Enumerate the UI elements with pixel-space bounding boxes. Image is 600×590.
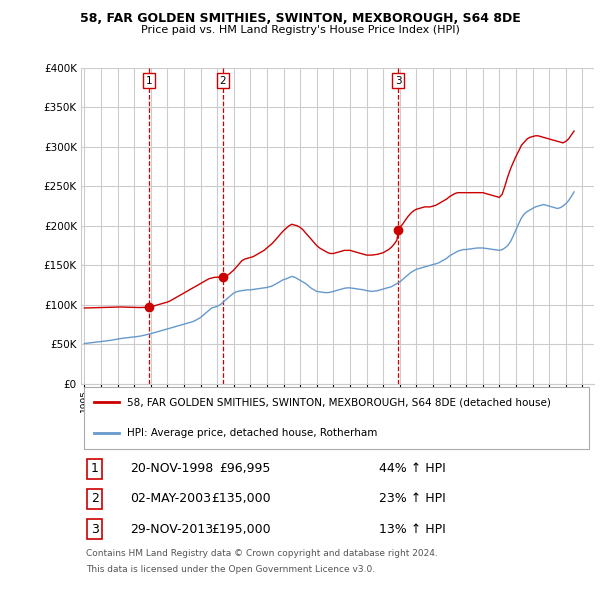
Text: 1: 1	[91, 462, 99, 475]
Text: 3: 3	[91, 523, 99, 536]
Text: Contains HM Land Registry data © Crown copyright and database right 2024.: Contains HM Land Registry data © Crown c…	[86, 549, 438, 558]
Text: 58, FAR GOLDEN SMITHIES, SWINTON, MEXBOROUGH, S64 8DE (detached house): 58, FAR GOLDEN SMITHIES, SWINTON, MEXBOR…	[127, 397, 551, 407]
FancyBboxPatch shape	[83, 386, 589, 449]
Text: 29-NOV-2013: 29-NOV-2013	[130, 523, 213, 536]
Text: Price paid vs. HM Land Registry's House Price Index (HPI): Price paid vs. HM Land Registry's House …	[140, 25, 460, 35]
Text: 13% ↑ HPI: 13% ↑ HPI	[379, 523, 445, 536]
Text: 3: 3	[395, 76, 401, 86]
Text: 2: 2	[220, 76, 226, 86]
Text: 02-MAY-2003: 02-MAY-2003	[130, 493, 211, 506]
Text: 23% ↑ HPI: 23% ↑ HPI	[379, 493, 445, 506]
Text: 20-NOV-1998: 20-NOV-1998	[130, 462, 213, 475]
Text: This data is licensed under the Open Government Licence v3.0.: This data is licensed under the Open Gov…	[86, 565, 375, 574]
Text: 58, FAR GOLDEN SMITHIES, SWINTON, MEXBOROUGH, S64 8DE: 58, FAR GOLDEN SMITHIES, SWINTON, MEXBOR…	[80, 12, 520, 25]
Text: 2: 2	[91, 493, 99, 506]
Text: £135,000: £135,000	[211, 493, 271, 506]
Text: HPI: Average price, detached house, Rotherham: HPI: Average price, detached house, Roth…	[127, 428, 377, 438]
Text: 44% ↑ HPI: 44% ↑ HPI	[379, 462, 445, 475]
Text: £195,000: £195,000	[211, 523, 271, 536]
Text: £96,995: £96,995	[220, 462, 271, 475]
Text: 1: 1	[146, 76, 152, 86]
